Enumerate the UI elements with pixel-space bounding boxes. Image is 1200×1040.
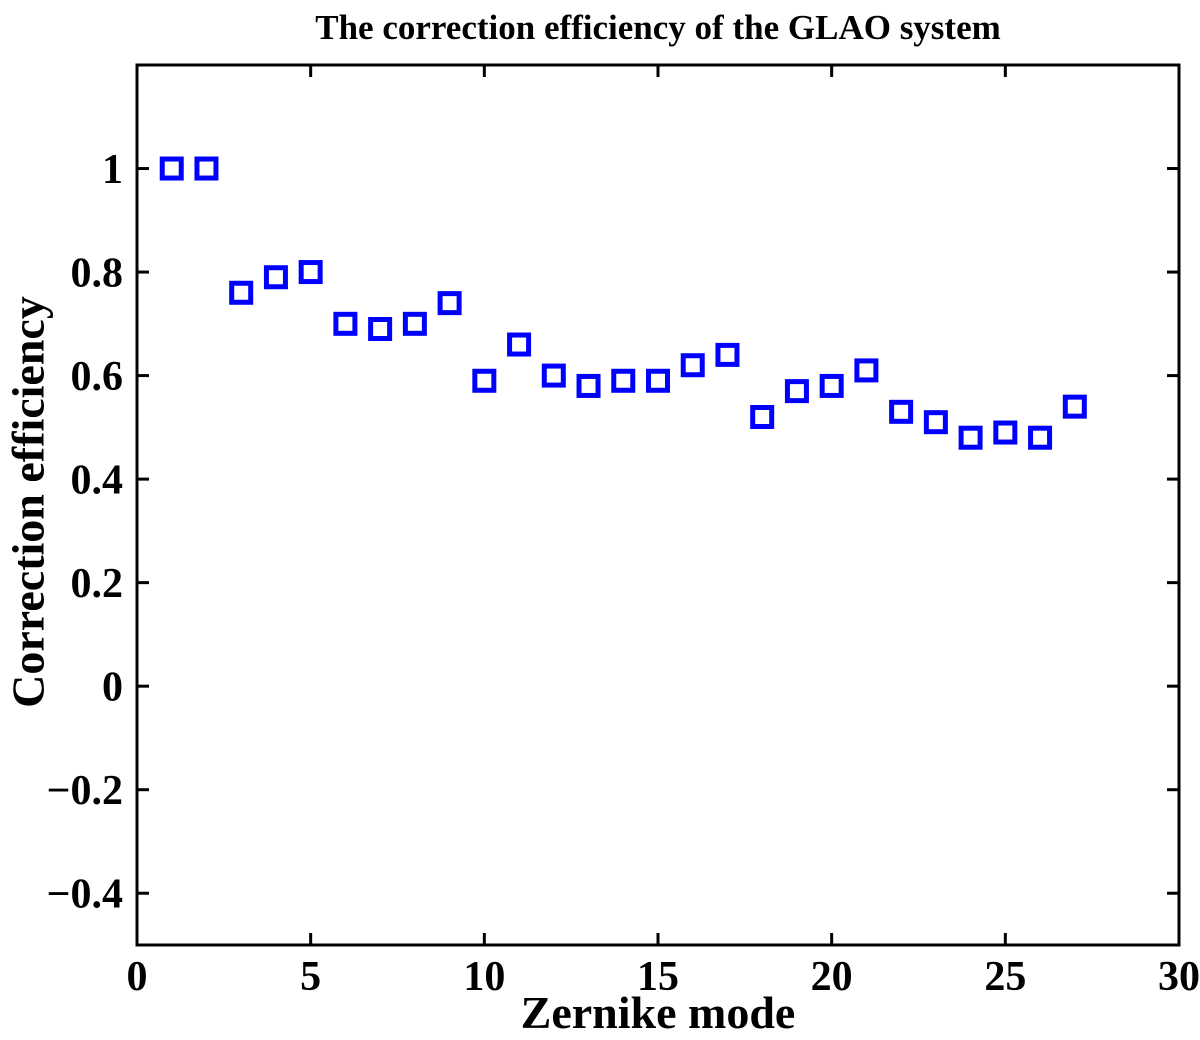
data-point-marker — [472, 368, 497, 393]
data-point-marker — [1062, 394, 1087, 419]
data-point-marker — [784, 379, 809, 404]
x-tick-label: 5 — [300, 954, 321, 1000]
data-point-marker — [646, 368, 670, 393]
data-point-marker — [889, 399, 914, 424]
x-tick-label: 25 — [984, 954, 1026, 1000]
data-point-marker — [333, 311, 358, 336]
data-point-marker — [680, 353, 705, 378]
data-point-marker — [993, 420, 1018, 445]
y-tick-label: 0.4 — [71, 457, 124, 503]
data-point-marker — [958, 425, 983, 450]
x-tick-label: 20 — [811, 954, 853, 1000]
x-axis-label: Zernike mode — [520, 987, 796, 1038]
data-point-marker — [437, 291, 462, 316]
x-tick-label: 10 — [463, 954, 505, 1000]
data-point-marker — [576, 373, 601, 398]
x-tick-label: 0 — [127, 954, 148, 1000]
data-point-marker — [611, 368, 636, 393]
y-tick-label: −0.2 — [47, 768, 123, 814]
data-point-marker — [854, 358, 879, 383]
data-point-marker — [923, 410, 948, 435]
data-point-marker — [298, 260, 323, 285]
y-tick-label: 1 — [102, 147, 123, 193]
chart-title: The correction efficiency of the GLAO sy… — [315, 8, 1001, 47]
data-point-marker — [194, 156, 219, 181]
y-tick-label: 0.6 — [71, 354, 124, 400]
data-point-marker — [750, 405, 775, 429]
data-point-marker — [402, 311, 427, 336]
y-tick-label: 0.2 — [71, 561, 124, 607]
plot-border — [135, 63, 1181, 947]
data-point-marker — [263, 265, 288, 290]
y-tick-label: −0.4 — [47, 872, 123, 918]
data-point-marker — [541, 363, 566, 388]
data-point-marker — [507, 332, 532, 357]
data-point-marker — [715, 342, 740, 367]
x-tick-label: 30 — [1158, 954, 1200, 1000]
data-point-marker — [229, 280, 254, 305]
y-tick-label: 0.8 — [71, 250, 124, 296]
data-point-marker — [159, 156, 184, 181]
data-point-marker — [368, 317, 393, 341]
y-tick-label: 0 — [102, 664, 123, 710]
data-point-marker — [819, 373, 844, 398]
data-point-marker — [1028, 425, 1053, 450]
x-tick-label: 15 — [637, 954, 679, 1000]
